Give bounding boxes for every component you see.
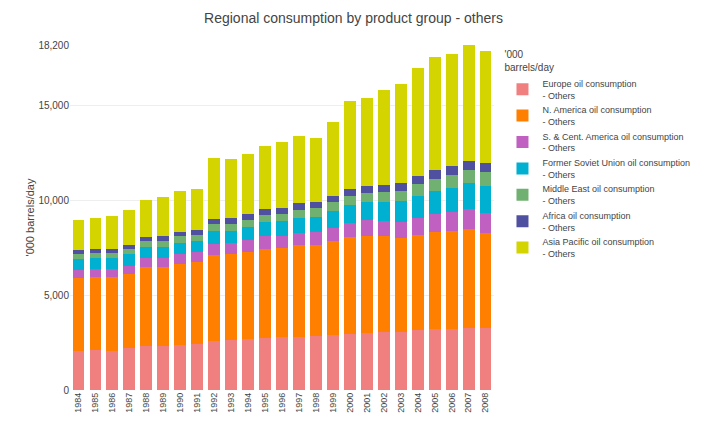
svg-text:0: 0 xyxy=(63,385,69,396)
svg-text:1992: 1992 xyxy=(209,393,219,413)
svg-text:1997: 1997 xyxy=(294,393,304,413)
svg-text:2006: 2006 xyxy=(447,393,457,413)
svg-text:Regional consumption by produc: Regional consumption by product group - … xyxy=(204,10,503,26)
svg-text:10,000: 10,000 xyxy=(38,195,69,206)
svg-text:1990: 1990 xyxy=(175,393,185,413)
svg-text:5,000: 5,000 xyxy=(44,290,69,301)
svg-text:2005: 2005 xyxy=(430,393,440,413)
svg-text:2001: 2001 xyxy=(362,393,372,413)
svg-text:Asia Pacific oil consumption-: Asia Pacific oil consumption- Others xyxy=(542,237,654,259)
svg-text:1987: 1987 xyxy=(124,393,134,413)
svg-text:1995: 1995 xyxy=(260,393,270,413)
svg-text:'000barrels/day: '000barrels/day xyxy=(504,49,553,73)
svg-text:18,200: 18,200 xyxy=(38,40,69,51)
svg-text:N. America oil consumption- Ot: N. America oil consumption- Others xyxy=(542,105,651,127)
svg-text:2007: 2007 xyxy=(463,393,473,413)
svg-text:2002: 2002 xyxy=(379,393,389,413)
svg-text:1986: 1986 xyxy=(107,393,117,413)
svg-text:1984: 1984 xyxy=(73,393,83,413)
svg-text:2008: 2008 xyxy=(480,393,490,413)
svg-text:2004: 2004 xyxy=(413,393,423,413)
svg-text:2000: 2000 xyxy=(345,393,355,413)
svg-text:Former Soviet Union oil consum: Former Soviet Union oil consumption- Oth… xyxy=(542,158,690,180)
svg-text:2003: 2003 xyxy=(396,393,406,413)
svg-text:Africa oil consumption- Others: Africa oil consumption- Others xyxy=(542,211,630,233)
svg-text:'000 barrels/day: '000 barrels/day xyxy=(24,178,36,256)
svg-text:Europe oil consumption- Others: Europe oil consumption- Others xyxy=(542,79,636,101)
svg-text:1991: 1991 xyxy=(192,393,202,413)
svg-text:1989: 1989 xyxy=(158,393,168,413)
svg-text:1988: 1988 xyxy=(141,393,151,413)
svg-text:1994: 1994 xyxy=(243,393,253,413)
svg-text:1999: 1999 xyxy=(328,393,338,413)
svg-text:15,000: 15,000 xyxy=(38,100,69,111)
svg-text:1996: 1996 xyxy=(277,393,287,413)
svg-text:Middle East oil consumption- O: Middle East oil consumption- Others xyxy=(542,184,654,206)
svg-text:S. & Cent. America oil consump: S. & Cent. America oil consumption- Othe… xyxy=(542,132,683,154)
svg-text:1998: 1998 xyxy=(311,393,321,413)
svg-text:1993: 1993 xyxy=(226,393,236,413)
svg-text:1985: 1985 xyxy=(90,393,100,413)
